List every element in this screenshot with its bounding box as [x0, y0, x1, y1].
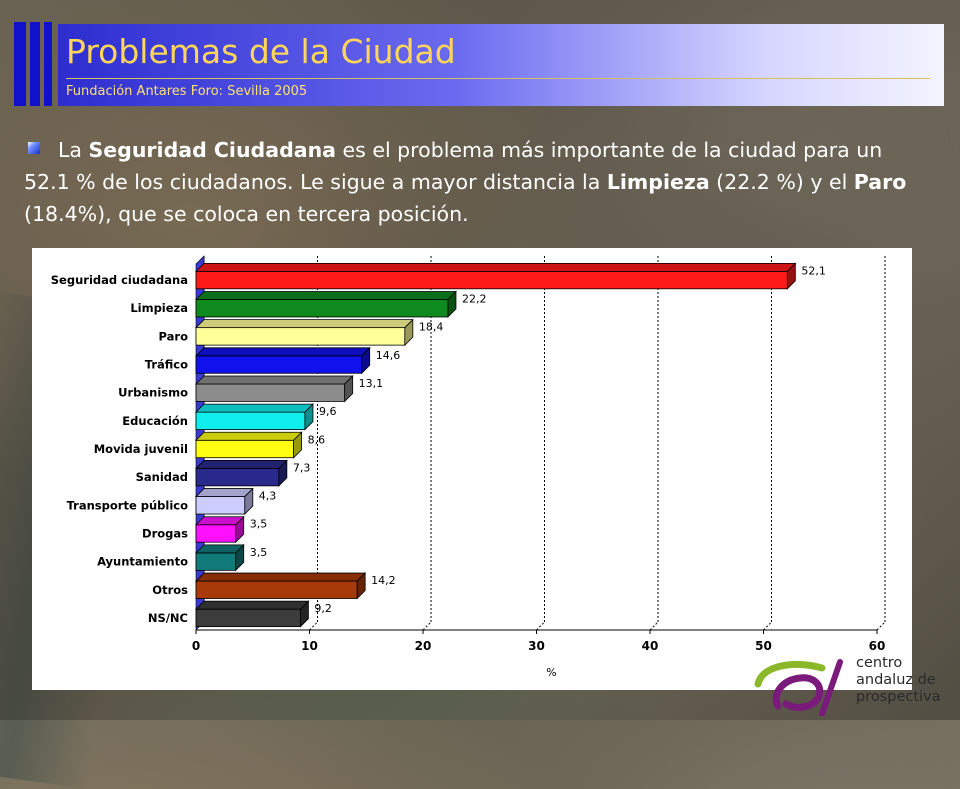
- bar-side: [304, 403, 314, 431]
- bar-side: [235, 515, 245, 544]
- gridline-floor: [309, 621, 318, 631]
- bar-top: [195, 319, 414, 329]
- bar-side: [404, 318, 414, 347]
- bar: [195, 270, 788, 290]
- page-title: Problemas de la Ciudad: [66, 32, 456, 71]
- x-tick-label: 60: [869, 639, 886, 653]
- bar-top: [195, 347, 371, 357]
- intro-bold-paro: Paro: [853, 170, 907, 194]
- bar: [195, 468, 280, 487]
- category-label: Drogas: [142, 526, 188, 540]
- bar-side: [786, 262, 796, 290]
- centro-andaluz-logo-icon: [754, 659, 843, 716]
- logo-line-1: centro: [856, 655, 903, 671]
- bar-top: [195, 431, 303, 441]
- category-label: Tráfico: [145, 358, 188, 372]
- x-tick-label: 30: [528, 639, 545, 653]
- intro-text-4: (18.4%), que se coloca en tercera posici…: [24, 202, 469, 226]
- x-axis-label: %: [546, 666, 556, 679]
- intro-bold-limpieza: Limpieza: [606, 170, 710, 194]
- bar-side: [344, 374, 354, 403]
- category-label: Educación: [122, 414, 188, 428]
- gridline-floor: [763, 621, 772, 631]
- bar: [195, 327, 406, 346]
- category-label: Transporte público: [67, 498, 189, 512]
- intro-text-1: La: [58, 138, 89, 162]
- data-label: 8,6: [308, 433, 326, 446]
- data-label: 9,2: [314, 602, 332, 615]
- bar-side: [300, 600, 309, 628]
- data-label: 52,1: [801, 264, 826, 277]
- data-label: 3,5: [250, 546, 268, 559]
- bar: [195, 411, 306, 430]
- gridline-floor: [649, 621, 659, 631]
- data-label: 14,2: [371, 574, 396, 587]
- intro-bold-seguridad: Seguridad Ciudadana: [88, 138, 337, 162]
- gridline-floor: [422, 621, 432, 631]
- header-divider: [66, 78, 930, 79]
- x-tick-label: 0: [192, 639, 200, 653]
- category-label: Limpieza: [130, 301, 188, 315]
- intro-paragraph: La Seguridad Ciudadana es el problema má…: [24, 134, 934, 230]
- data-label: 22,2: [462, 293, 487, 306]
- bar-top: [195, 375, 354, 385]
- bar: [195, 383, 346, 402]
- bar-top: [195, 600, 310, 610]
- category-label: Otros: [152, 583, 188, 597]
- data-label: 4,3: [259, 490, 277, 503]
- intro-text-3: (22.2 %) y el: [709, 170, 854, 194]
- header-banner: Problemas de la Ciudad Fundación Antares…: [58, 24, 944, 106]
- bar-side: [278, 459, 288, 487]
- x-tick-label: 50: [755, 639, 772, 653]
- data-label: 14,6: [376, 349, 401, 362]
- bar-top: [195, 460, 288, 469]
- chart-panel: Seguridad ciudadana 52,1 Limpieza 22,2 Paro 1…: [32, 248, 912, 690]
- data-label: 13,1: [359, 377, 384, 390]
- bar-side: [244, 487, 254, 516]
- page-subtitle: Fundación Antares Foro: Sevilla 2005: [66, 84, 308, 99]
- logo-line-2: andaluz de: [856, 672, 936, 688]
- bar-side: [235, 543, 245, 572]
- data-label: 3,5: [250, 518, 268, 531]
- gridline-floor: [876, 621, 886, 631]
- bar: [195, 608, 301, 628]
- category-label: Paro: [159, 329, 189, 343]
- bar-side: [361, 346, 371, 375]
- bar-side: [356, 572, 366, 600]
- bar: [195, 299, 449, 318]
- bar: [195, 552, 237, 571]
- bar-side: [447, 290, 457, 318]
- bar-chart: Seguridad ciudadana 52,1 Limpieza 22,2 Paro 1…: [51, 255, 886, 679]
- category-label: Ayuntamiento: [97, 555, 188, 569]
- bar: [195, 355, 363, 374]
- category-label: Movida juvenil: [94, 442, 188, 456]
- bar-side: [293, 431, 303, 459]
- bar-top: [195, 403, 314, 413]
- bar-top: [195, 488, 254, 497]
- intro-text-2: es el problema más importante de la ciud…: [24, 138, 883, 194]
- logo-line-3: prospectiva: [856, 689, 941, 705]
- category-label: Seguridad ciudadana: [51, 273, 188, 287]
- bar-top: [195, 572, 367, 582]
- bar-top: [195, 291, 457, 300]
- bar: [195, 496, 246, 515]
- category-label: NS/NC: [148, 611, 188, 625]
- x-tick-label: 40: [642, 639, 659, 653]
- logo-text: centro andaluz de prospectiva: [856, 655, 941, 706]
- bar: [195, 439, 295, 459]
- data-label: 9,6: [319, 405, 337, 418]
- gridline-floor: [536, 621, 545, 631]
- bar-top: [195, 262, 797, 272]
- x-tick-label: 20: [415, 639, 432, 653]
- category-label: Urbanismo: [118, 386, 188, 400]
- data-label: 7,3: [293, 461, 311, 474]
- bar: [195, 524, 237, 543]
- data-label: 18,4: [419, 321, 444, 334]
- x-tick-label: 10: [301, 639, 318, 653]
- bar: [195, 580, 358, 599]
- category-label: Sanidad: [136, 470, 188, 484]
- bullet-icon: [28, 142, 40, 154]
